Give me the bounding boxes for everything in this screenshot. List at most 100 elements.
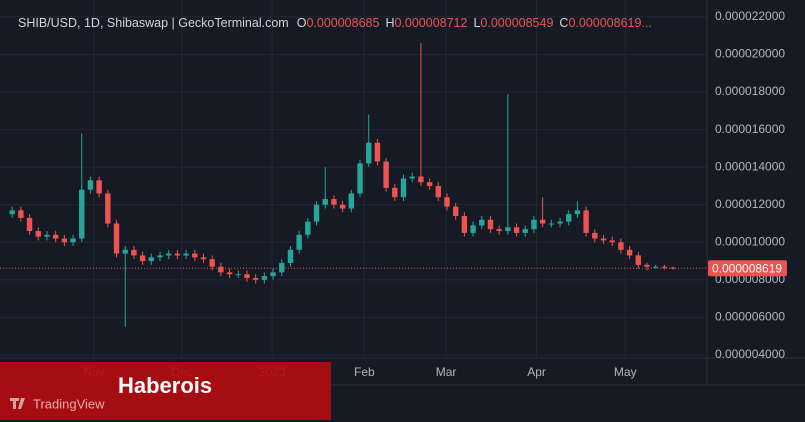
candle-body: [192, 253, 198, 258]
candle-body: [600, 238, 607, 241]
candle-body: [513, 227, 520, 233]
candle-body: [357, 163, 363, 194]
candle-body: [70, 238, 76, 243]
candle-body: [435, 185, 441, 198]
candle-body: [479, 219, 485, 226]
ohlc-value: 0.000008619...: [568, 16, 651, 30]
candle-body: [496, 229, 502, 232]
candle-body: [444, 197, 450, 207]
candle-body: [218, 266, 224, 273]
x-tick-label: May: [614, 365, 637, 379]
candle-body: [539, 219, 546, 224]
brand: TradingView: [33, 396, 105, 411]
candle-body: [87, 180, 94, 190]
candle-body: [113, 223, 120, 254]
candle-body: [592, 232, 598, 239]
ohlc-key: L: [473, 16, 480, 30]
candle-body: [244, 274, 250, 278]
candle-body: [52, 234, 59, 239]
candle-body: [252, 277, 259, 280]
candle-body: [157, 255, 163, 258]
candle-body: [339, 204, 346, 209]
x-tick-label: Feb: [354, 365, 375, 379]
candle-body: [566, 214, 572, 222]
brand-logo: [10, 398, 25, 409]
ohlc-value: 0.000008685: [306, 16, 379, 30]
y-tick-label: 0.000006000: [715, 310, 785, 324]
candle-body: [166, 253, 172, 256]
candle-body: [270, 272, 276, 277]
candle-body: [261, 276, 268, 280]
candle-body: [366, 142, 372, 164]
candle-body: [313, 204, 320, 222]
x-tick-label: Apr: [527, 365, 546, 379]
y-tick-label: 0.000004000: [715, 347, 785, 361]
candle-body: [652, 266, 659, 268]
candle-body: [452, 206, 459, 217]
y-tick-label: 0.000012000: [715, 197, 785, 211]
candle-body: [200, 257, 207, 260]
candle-body: [287, 249, 294, 263]
candle-body: [122, 249, 128, 254]
candle-body: [305, 221, 311, 235]
y-tick-label: 0.000022000: [715, 9, 785, 23]
candle-body: [583, 210, 589, 233]
ohlc-key: O: [297, 16, 307, 30]
last-price-tag: [708, 260, 787, 277]
candle-body: [426, 182, 433, 186]
candle-body: [409, 176, 415, 179]
y-tick-label: 0.000016000: [715, 122, 785, 136]
candle-body: [131, 249, 137, 256]
candle-body: [609, 240, 615, 243]
candle-body: [374, 142, 381, 162]
candle-body: [105, 193, 111, 224]
candle-body: [522, 229, 528, 233]
header: SHIB/USD, 1D, Shibaswap | GeckoTerminal.…: [18, 16, 652, 30]
candle-body: [400, 178, 407, 198]
candle-body: [618, 242, 624, 250]
overlay: Haberois TradingView: [0, 362, 331, 420]
candle-body: [461, 216, 468, 233]
candle-body: [574, 210, 581, 215]
candle-body: [635, 255, 641, 265]
candle-body: [331, 199, 337, 205]
candle-body: [470, 225, 476, 233]
candle-body: [226, 272, 233, 275]
candle-body: [174, 253, 181, 256]
candle-body: [557, 221, 563, 224]
y-tick-label: 0.000018000: [715, 84, 785, 98]
candle-body: [235, 274, 241, 276]
candle-body: [392, 187, 398, 198]
candle-body: [139, 255, 146, 262]
candle-body: [644, 264, 650, 267]
y-tick-label: 0.000014000: [715, 159, 785, 173]
y-tick-label: 0.000020000: [715, 47, 785, 61]
candles: [0, 43, 707, 327]
candle-body: [670, 267, 676, 269]
y-tick-label: 0.000010000: [715, 234, 785, 248]
x-tick-label: Mar: [436, 365, 457, 379]
candle-body: [487, 219, 494, 230]
candle-body: [79, 189, 85, 239]
ohlc-key: C: [559, 16, 568, 30]
watermark: Haberois: [118, 373, 212, 398]
candle-body: [26, 217, 33, 232]
candle-body: [626, 249, 633, 256]
candle-body: [148, 257, 155, 262]
ohlc-key: H: [385, 16, 394, 30]
candle-body: [279, 262, 285, 273]
candle-body: [661, 266, 668, 268]
candle-body: [9, 210, 15, 215]
candle-body: [322, 199, 328, 205]
candle-body: [418, 176, 424, 183]
ohlc-value: 0.000008549: [480, 16, 553, 30]
watermark-box: [0, 362, 331, 420]
candle-body: [348, 193, 355, 209]
candle-body: [548, 223, 555, 225]
candle-body: [18, 210, 24, 218]
candle-body: [35, 231, 41, 237]
candle-body: [505, 227, 511, 232]
